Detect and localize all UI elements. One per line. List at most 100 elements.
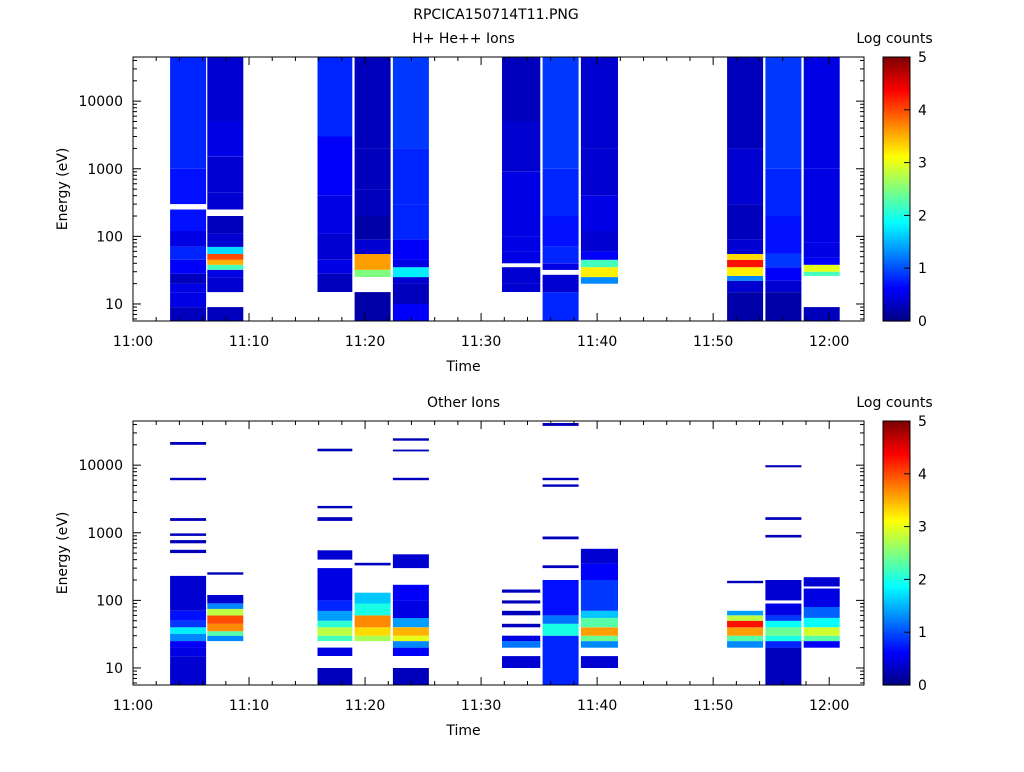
colorbar-swatch	[883, 616, 910, 620]
colorbar-swatch	[883, 67, 910, 71]
heatmap-cell	[542, 216, 579, 247]
colorbar-swatch	[883, 669, 910, 673]
colorbar-swatch	[883, 125, 910, 129]
heatmap-cell	[207, 307, 244, 321]
colorbar-swatch	[883, 72, 910, 77]
colorbar-swatch	[883, 207, 910, 211]
heatmap-cell	[542, 477, 579, 481]
colorbar-tick-label: 2	[918, 572, 927, 588]
heatmap-cell	[392, 204, 429, 240]
heatmap-cell	[354, 239, 391, 254]
heatmap-cell	[354, 189, 391, 216]
heatmap-cell	[392, 148, 429, 205]
colorbar-tick-label: 4	[918, 103, 927, 119]
heatmap-cell	[170, 656, 207, 685]
colorbar-tick-label: 5	[918, 414, 927, 430]
colorbar-swatch	[883, 130, 910, 135]
heatmap-cell	[502, 251, 541, 264]
colorbar-swatch	[883, 648, 910, 652]
colorbar-swatch	[883, 146, 910, 150]
colorbar-swatch	[883, 96, 910, 100]
heatmap-cell	[542, 57, 579, 169]
heatmap-cell	[803, 216, 840, 243]
heatmap-cell	[170, 442, 207, 445]
colorbar-swatch	[883, 159, 910, 164]
colorbar-swatch	[883, 136, 910, 140]
colorbar-swatch	[883, 120, 910, 124]
colorbar-swatch	[883, 558, 910, 562]
heatmap-cell	[727, 280, 764, 292]
colorbar-tick-label: 1	[918, 625, 927, 641]
heatmap-cell	[317, 610, 353, 621]
colorbar-swatch	[883, 547, 910, 551]
colorbar-swatch	[883, 212, 910, 216]
colorbar-swatch	[883, 170, 910, 174]
colorbar-swatch	[883, 181, 910, 185]
heatmap-cell	[317, 620, 353, 628]
heatmap-cell	[727, 635, 764, 642]
heatmap-cell	[392, 668, 429, 685]
heatmap-cell	[354, 592, 391, 604]
heatmap-cell	[170, 168, 207, 205]
heatmap-cell	[354, 627, 391, 636]
colorbar-swatch	[883, 455, 910, 459]
colorbar-swatch	[883, 497, 910, 501]
heatmap-cell	[502, 623, 541, 628]
colorbar-swatch	[883, 508, 910, 512]
colorbar: 0 1 2 3 4 5 Log counts	[856, 395, 932, 694]
heatmap-cell	[502, 641, 541, 648]
colorbar-swatch	[883, 682, 910, 686]
heatmap-cell	[765, 641, 802, 648]
colorbar-swatch	[883, 487, 910, 491]
colorbar-swatch	[883, 560, 910, 565]
x-axis-label: Time	[445, 359, 480, 375]
colorbar-swatch	[883, 78, 910, 82]
heatmap-cell	[170, 647, 207, 656]
colorbar-swatch	[883, 677, 910, 681]
colorbar-swatch	[883, 57, 910, 61]
heatmap-cell	[803, 307, 840, 321]
heatmap-cell	[317, 505, 353, 509]
heatmap-cell	[803, 577, 840, 587]
colorbar-swatch	[883, 117, 910, 121]
colorbar-swatch	[883, 244, 910, 248]
colorbar-swatch	[883, 318, 910, 322]
colorbar-swatch	[883, 510, 910, 514]
heatmap-cell	[502, 589, 541, 593]
y-tick-label: 1000	[87, 162, 123, 178]
heatmap-cell	[765, 517, 802, 520]
heatmap-cell	[354, 253, 391, 270]
heatmap-cell	[765, 465, 802, 468]
colorbar-swatch	[883, 152, 910, 156]
colorbar-swatch	[883, 484, 910, 488]
y-tick-label: 10000	[78, 458, 123, 474]
x-tick-label: 11:40	[577, 698, 617, 714]
colorbar-swatch	[883, 189, 910, 193]
colorbar-swatch	[883, 650, 910, 654]
panel-h-he-ions: H+ He++ Ions 11:00 11:10 11:20 11:30 11:40 11:…	[55, 31, 933, 375]
colorbar-swatch	[883, 202, 910, 206]
colorbar-tick-label: 3	[918, 156, 927, 172]
colorbar-swatch	[883, 307, 910, 312]
colorbar-swatch	[883, 428, 910, 433]
colorbar-swatch	[883, 471, 910, 475]
heatmap-cell	[392, 57, 429, 149]
colorbar-swatch	[883, 260, 910, 264]
colorbar-swatch	[883, 679, 910, 683]
heatmap-cell	[765, 627, 802, 636]
colorbar-swatch	[883, 460, 910, 464]
heatmap-cell	[765, 647, 802, 685]
heatmap-cell	[580, 548, 618, 564]
colorbar-swatch	[883, 587, 910, 591]
heatmap-cell	[170, 627, 207, 634]
colorbar-swatch	[883, 444, 910, 448]
heatmap-cell	[542, 484, 579, 487]
colorbar-swatch	[883, 537, 910, 541]
heatmap-cell	[502, 600, 541, 604]
heatmap-cell	[765, 603, 802, 616]
colorbar-swatch	[883, 655, 910, 660]
colorbar-swatch	[883, 315, 910, 319]
heatmap-cell	[170, 283, 207, 292]
colorbar-swatch	[883, 204, 910, 209]
heatmap-cell	[803, 242, 840, 258]
